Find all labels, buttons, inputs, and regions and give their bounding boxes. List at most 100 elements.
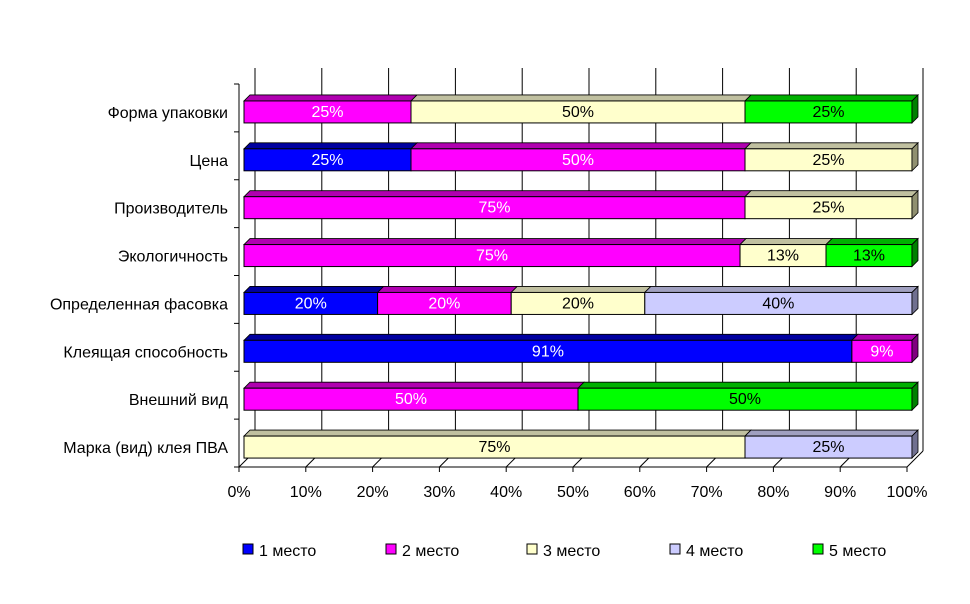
category-label: Производитель	[114, 201, 228, 218]
bar-top-face	[410, 94, 752, 102]
data-label: 25%	[812, 104, 844, 121]
data-label: 75%	[476, 248, 508, 265]
bar-top-face	[243, 381, 585, 389]
bar-top-face	[744, 429, 919, 437]
data-label: 20%	[562, 295, 594, 312]
legend-swatch	[242, 543, 254, 555]
axes	[234, 83, 908, 472]
bar-segment	[744, 141, 919, 172]
bar-side-face	[911, 189, 919, 220]
bar-segment	[744, 429, 919, 460]
bars	[243, 93, 919, 460]
bar-segment	[243, 190, 752, 220]
legend-label: 5 место	[829, 543, 886, 560]
data-label: 50%	[395, 391, 427, 408]
bar-top-face	[243, 286, 385, 293]
x-tick-label: 40%	[490, 484, 522, 501]
bar-segment	[243, 94, 418, 124]
bar-segment	[243, 142, 418, 172]
category-labels: Форма упаковки Цена Производитель Экологичн…	[50, 105, 229, 457]
data-label: 75%	[478, 200, 510, 217]
data-label: 25%	[311, 104, 343, 121]
bar-top-face	[577, 381, 919, 389]
legend-item: 3 место	[526, 543, 600, 560]
legend-label: 2 место	[402, 543, 459, 560]
bar-segment	[850, 333, 919, 364]
bar-top-face	[825, 238, 919, 245]
data-label: 40%	[762, 295, 794, 312]
bar-top-face	[744, 142, 919, 150]
bar-top-face	[744, 190, 919, 198]
x-tick-label: 10%	[290, 484, 322, 501]
x-tick-label: 30%	[423, 484, 455, 501]
bar-top-face	[243, 429, 752, 437]
data-label: 25%	[311, 152, 343, 169]
data-label: 50%	[562, 152, 594, 169]
data-label: 25%	[812, 200, 844, 217]
bar-segment	[243, 333, 859, 363]
x-tick-label: 70%	[691, 484, 723, 501]
data-label: 25%	[812, 439, 844, 456]
data-label: 91%	[532, 343, 564, 360]
bar-top-face	[243, 142, 418, 150]
x-tick-label: 90%	[824, 484, 856, 501]
data-label: 13%	[767, 248, 799, 265]
bar-segment	[410, 94, 752, 124]
legend-label: 4 место	[686, 543, 743, 560]
bar-side-face	[911, 429, 919, 460]
category-label: Клеящая способность	[63, 344, 228, 361]
bar-segment	[243, 381, 585, 411]
bar-top-face	[510, 286, 652, 293]
data-label: 9%	[870, 343, 893, 360]
bar-side-face	[911, 141, 919, 172]
data-label: 20%	[295, 295, 327, 312]
bar-segment	[577, 381, 919, 412]
bar-segment	[376, 286, 519, 315]
bar-top-face	[243, 190, 752, 198]
legend-label: 3 место	[543, 543, 600, 560]
x-tick-label: 50%	[557, 484, 589, 501]
legend: 1 место 2 место 3 место 4 место 5 место	[242, 543, 886, 560]
x-tick-label: 60%	[624, 484, 656, 501]
x-tick-labels: 0% 10% 20% 30% 40% 50% 60% 70% 80% 90% 100%	[227, 484, 927, 501]
data-label: 25%	[812, 152, 844, 169]
legend-item: 5 место	[812, 543, 886, 560]
category-label: Определенная фасовка	[50, 296, 228, 313]
data-label: 20%	[428, 295, 460, 312]
bar-side-face	[911, 333, 919, 364]
data-label: 50%	[729, 391, 761, 408]
legend-item: 4 место	[669, 543, 743, 560]
bar-segment	[243, 286, 385, 315]
bar-top-face	[643, 286, 919, 293]
legend-swatch	[526, 543, 538, 555]
bar-side-face	[911, 93, 919, 124]
bar-segment	[243, 429, 752, 459]
bar-top-face	[739, 238, 833, 245]
category-label: Экологичность	[118, 249, 228, 266]
floor-gridline	[906, 450, 924, 468]
data-label: 50%	[562, 104, 594, 121]
bar-top-face	[410, 142, 752, 150]
x-tick-label: 100%	[887, 484, 928, 501]
bar-segment	[744, 189, 919, 220]
bar-top-face	[376, 286, 519, 293]
category-label: Форма упаковки	[108, 105, 228, 122]
legend-swatch	[669, 543, 681, 555]
bar-top-face	[850, 333, 919, 341]
bar-segment	[643, 285, 919, 316]
legend-item: 2 место	[385, 543, 459, 560]
bar-side-face	[911, 285, 919, 316]
legend-label: 1 место	[259, 543, 316, 560]
bar-top-face	[243, 333, 859, 341]
bar-top-face	[744, 94, 919, 102]
bar-side-face	[911, 237, 919, 268]
category-label: Цена	[190, 153, 229, 170]
legend-swatch	[812, 543, 824, 555]
data-label: 13%	[853, 248, 885, 265]
x-tick-label: 20%	[357, 484, 389, 501]
legend-item: 1 место	[242, 543, 316, 560]
x-tick-label: 0%	[227, 484, 250, 501]
bar-side-face	[911, 381, 919, 412]
x-tick-label: 80%	[757, 484, 789, 501]
